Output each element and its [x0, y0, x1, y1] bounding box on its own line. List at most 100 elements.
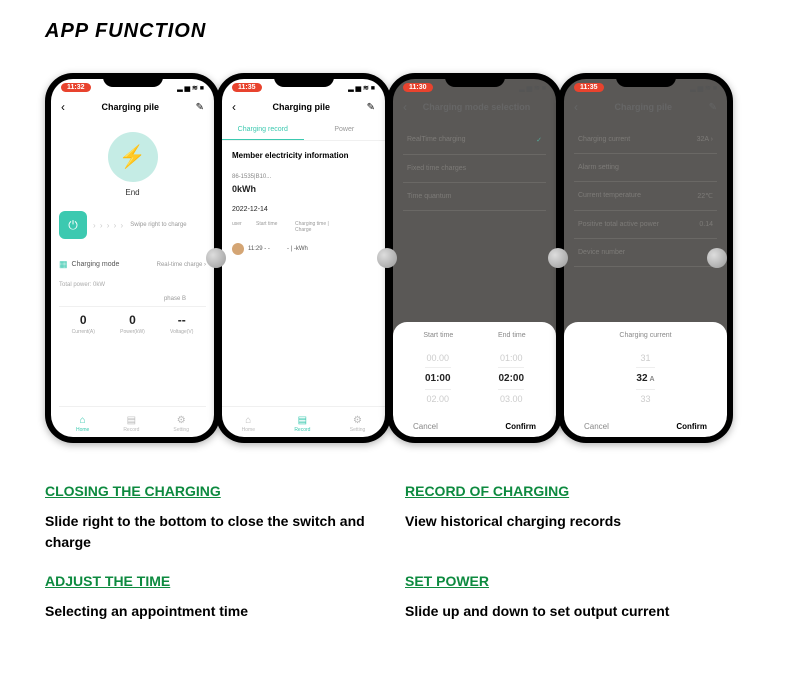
sheet-buttons: Cancel Confirm	[401, 418, 548, 431]
avatar	[232, 243, 244, 255]
nav-bar: ‹ Charging mode selection	[393, 94, 556, 120]
caption-title: SET POWER	[405, 573, 489, 589]
current-picker-sheet: Charging current 31 32A 33 Cancel Confir…	[564, 322, 727, 437]
gear-icon: ⚙	[177, 415, 186, 426]
setting-power[interactable]: Positive total active power0.14	[574, 211, 717, 239]
record-icon: ▤	[298, 415, 307, 426]
charging-mode-row[interactable]: ▦ Charging mode Real-time charge ›	[59, 259, 206, 270]
start-time-col[interactable]: 00.00 01:00 02.00	[425, 349, 451, 408]
check-icon: ✓	[536, 136, 542, 144]
bolt-circle[interactable]: ⚡	[108, 132, 158, 182]
tab-bar: ⌂Home ▤Record ⚙Setting	[222, 406, 385, 437]
nav-bar: ‹ Charging pile ✎	[564, 94, 727, 120]
tab-record[interactable]: ▤Record	[294, 415, 310, 433]
assistive-touch-icon[interactable]	[707, 248, 727, 268]
swipe-handle-icon[interactable]: ⏻	[59, 211, 87, 239]
bolt-icon: ⚡	[119, 144, 146, 170]
caption-desc: Slide right to the bottom to close the s…	[45, 511, 385, 553]
edit-icon[interactable]: ✎	[367, 102, 375, 113]
assistive-touch-icon[interactable]	[548, 248, 568, 268]
section-title: Member electricity information	[222, 141, 385, 170]
back-icon[interactable]: ‹	[232, 100, 236, 114]
kwh-value: 0kWh	[222, 184, 385, 202]
total-power: Total power: 0kW	[59, 282, 206, 288]
back-icon[interactable]: ‹	[403, 100, 407, 114]
picker-header: Start time End time	[401, 332, 548, 339]
setting-temp[interactable]: Current temperature22℃	[574, 182, 717, 211]
swipe-arrows-icon: › › › › ›	[93, 221, 124, 230]
time-picker[interactable]: 00.00 01:00 02.00 01:00 02:00 03.00	[401, 349, 548, 408]
record-row[interactable]: 11:29 - - - | -kWh	[222, 237, 385, 261]
phone-2: 11:35 ▂ ▅ ≋ ■ ‹ Charging pile ✎ Charging…	[216, 73, 391, 443]
status-icons: ▂ ▅ ≋ ■	[519, 84, 546, 92]
setting-device[interactable]: Device number	[574, 239, 717, 267]
stat-voltage: --Voltage(V)	[170, 313, 193, 335]
nav-title: Charging pile	[273, 102, 331, 112]
back-icon[interactable]: ‹	[61, 100, 65, 114]
status-time: 11:35	[574, 83, 604, 92]
caption-closing: CLOSING THE CHARGING Slide right to the …	[45, 483, 385, 553]
tab-charging-record[interactable]: Charging record	[222, 120, 304, 140]
caption-title: ADJUST THE TIME	[45, 573, 170, 589]
time-picker-sheet: Start time End time 00.00 01:00 02.00 01…	[393, 322, 556, 437]
nav-title: Charging mode selection	[423, 102, 531, 112]
caption-desc: View historical charging records	[405, 511, 745, 532]
status-icons: ▂ ▅ ≋ ■	[690, 84, 717, 92]
gear-icon: ⚙	[353, 415, 362, 426]
sheet-buttons: Cancel Confirm	[572, 418, 719, 431]
cancel-button[interactable]: Cancel	[584, 422, 609, 431]
mode-realtime[interactable]: RealTime charging✓	[403, 126, 546, 155]
setting-current[interactable]: Charging current32A ›	[574, 126, 717, 154]
record-date: 2022-12-14	[222, 202, 385, 217]
caption-desc: Slide up and down to set output current	[405, 601, 745, 622]
status-icons: ▂ ▅ ≋ ■	[177, 84, 204, 92]
tab-bar: ⌂Home ▤Record ⚙Setting	[59, 406, 206, 437]
caption-desc: Selecting an appointment time	[45, 601, 385, 622]
current-picker[interactable]: 31 32A 33	[572, 349, 719, 408]
current-col[interactable]: 31 32A 33	[636, 349, 654, 408]
tab-record[interactable]: ▤Record	[123, 415, 139, 433]
swipe-row[interactable]: ⏻ › › › › › Swipe right to charge	[59, 211, 206, 239]
stat-power: 0Power(kW)	[120, 313, 145, 335]
back-icon[interactable]: ‹	[574, 100, 578, 114]
setting-alarm[interactable]: Alarm setting	[574, 154, 717, 182]
caption-power: SET POWER Slide up and down to set outpu…	[405, 573, 745, 622]
mode-quantum[interactable]: Time quantum	[403, 183, 546, 211]
mode-value: Real-time charge ›	[157, 262, 206, 268]
assistive-touch-icon[interactable]	[206, 248, 226, 268]
confirm-button[interactable]: Confirm	[676, 422, 707, 431]
home-icon: ⌂	[245, 415, 251, 426]
status-time: 11:30	[403, 83, 433, 92]
phone-1: 11:32 ▂ ▅ ≋ ■ ‹ Charging pile ✎ ⚡ End ⏻ …	[45, 73, 220, 443]
edit-icon[interactable]: ✎	[196, 102, 204, 113]
phone-3: 11:30 ▂ ▅ ≋ ■ ‹ Charging mode selection …	[387, 73, 562, 443]
grid-icon: ▦	[59, 259, 68, 270]
record-icon: ▤	[127, 415, 136, 426]
picker-header: Charging current	[572, 332, 719, 339]
end-time-col[interactable]: 01:00 02:00 03.00	[498, 349, 524, 408]
device-id: 86-1535|B10...	[222, 170, 385, 184]
status-icons: ▂ ▅ ≋ ■	[348, 84, 375, 92]
tab-home[interactable]: ⌂Home	[76, 415, 89, 433]
tab-power[interactable]: Power	[304, 120, 386, 140]
cancel-button[interactable]: Cancel	[413, 422, 438, 431]
nav-bar: ‹ Charging pile ✎	[51, 94, 214, 120]
stat-current: 0Current(A)	[72, 313, 95, 335]
tab-setting[interactable]: ⚙Setting	[173, 415, 189, 433]
phase-label: phase B	[59, 296, 206, 302]
mode-label: Charging mode	[72, 261, 120, 268]
tab-home[interactable]: ⌂Home	[242, 415, 255, 433]
nav-title: Charging pile	[102, 102, 160, 112]
caption-title: CLOSING THE CHARGING	[45, 483, 221, 499]
status-time: 11:32	[61, 83, 91, 92]
confirm-button[interactable]: Confirm	[505, 422, 536, 431]
mode-fixed[interactable]: Fixed time charges	[403, 155, 546, 183]
captions-grid: CLOSING THE CHARGING Slide right to the …	[45, 483, 745, 622]
stats-row: 0Current(A) 0Power(kW) --Voltage(V)	[59, 306, 206, 335]
caption-record: RECORD OF CHARGING View historical charg…	[405, 483, 745, 553]
edit-icon[interactable]: ✎	[709, 102, 717, 113]
home-icon: ⌂	[80, 415, 86, 426]
assistive-touch-icon[interactable]	[377, 248, 397, 268]
tab-setting[interactable]: ⚙Setting	[350, 415, 366, 433]
phones-row: 11:32 ▂ ▅ ≋ ■ ‹ Charging pile ✎ ⚡ End ⏻ …	[45, 73, 745, 443]
